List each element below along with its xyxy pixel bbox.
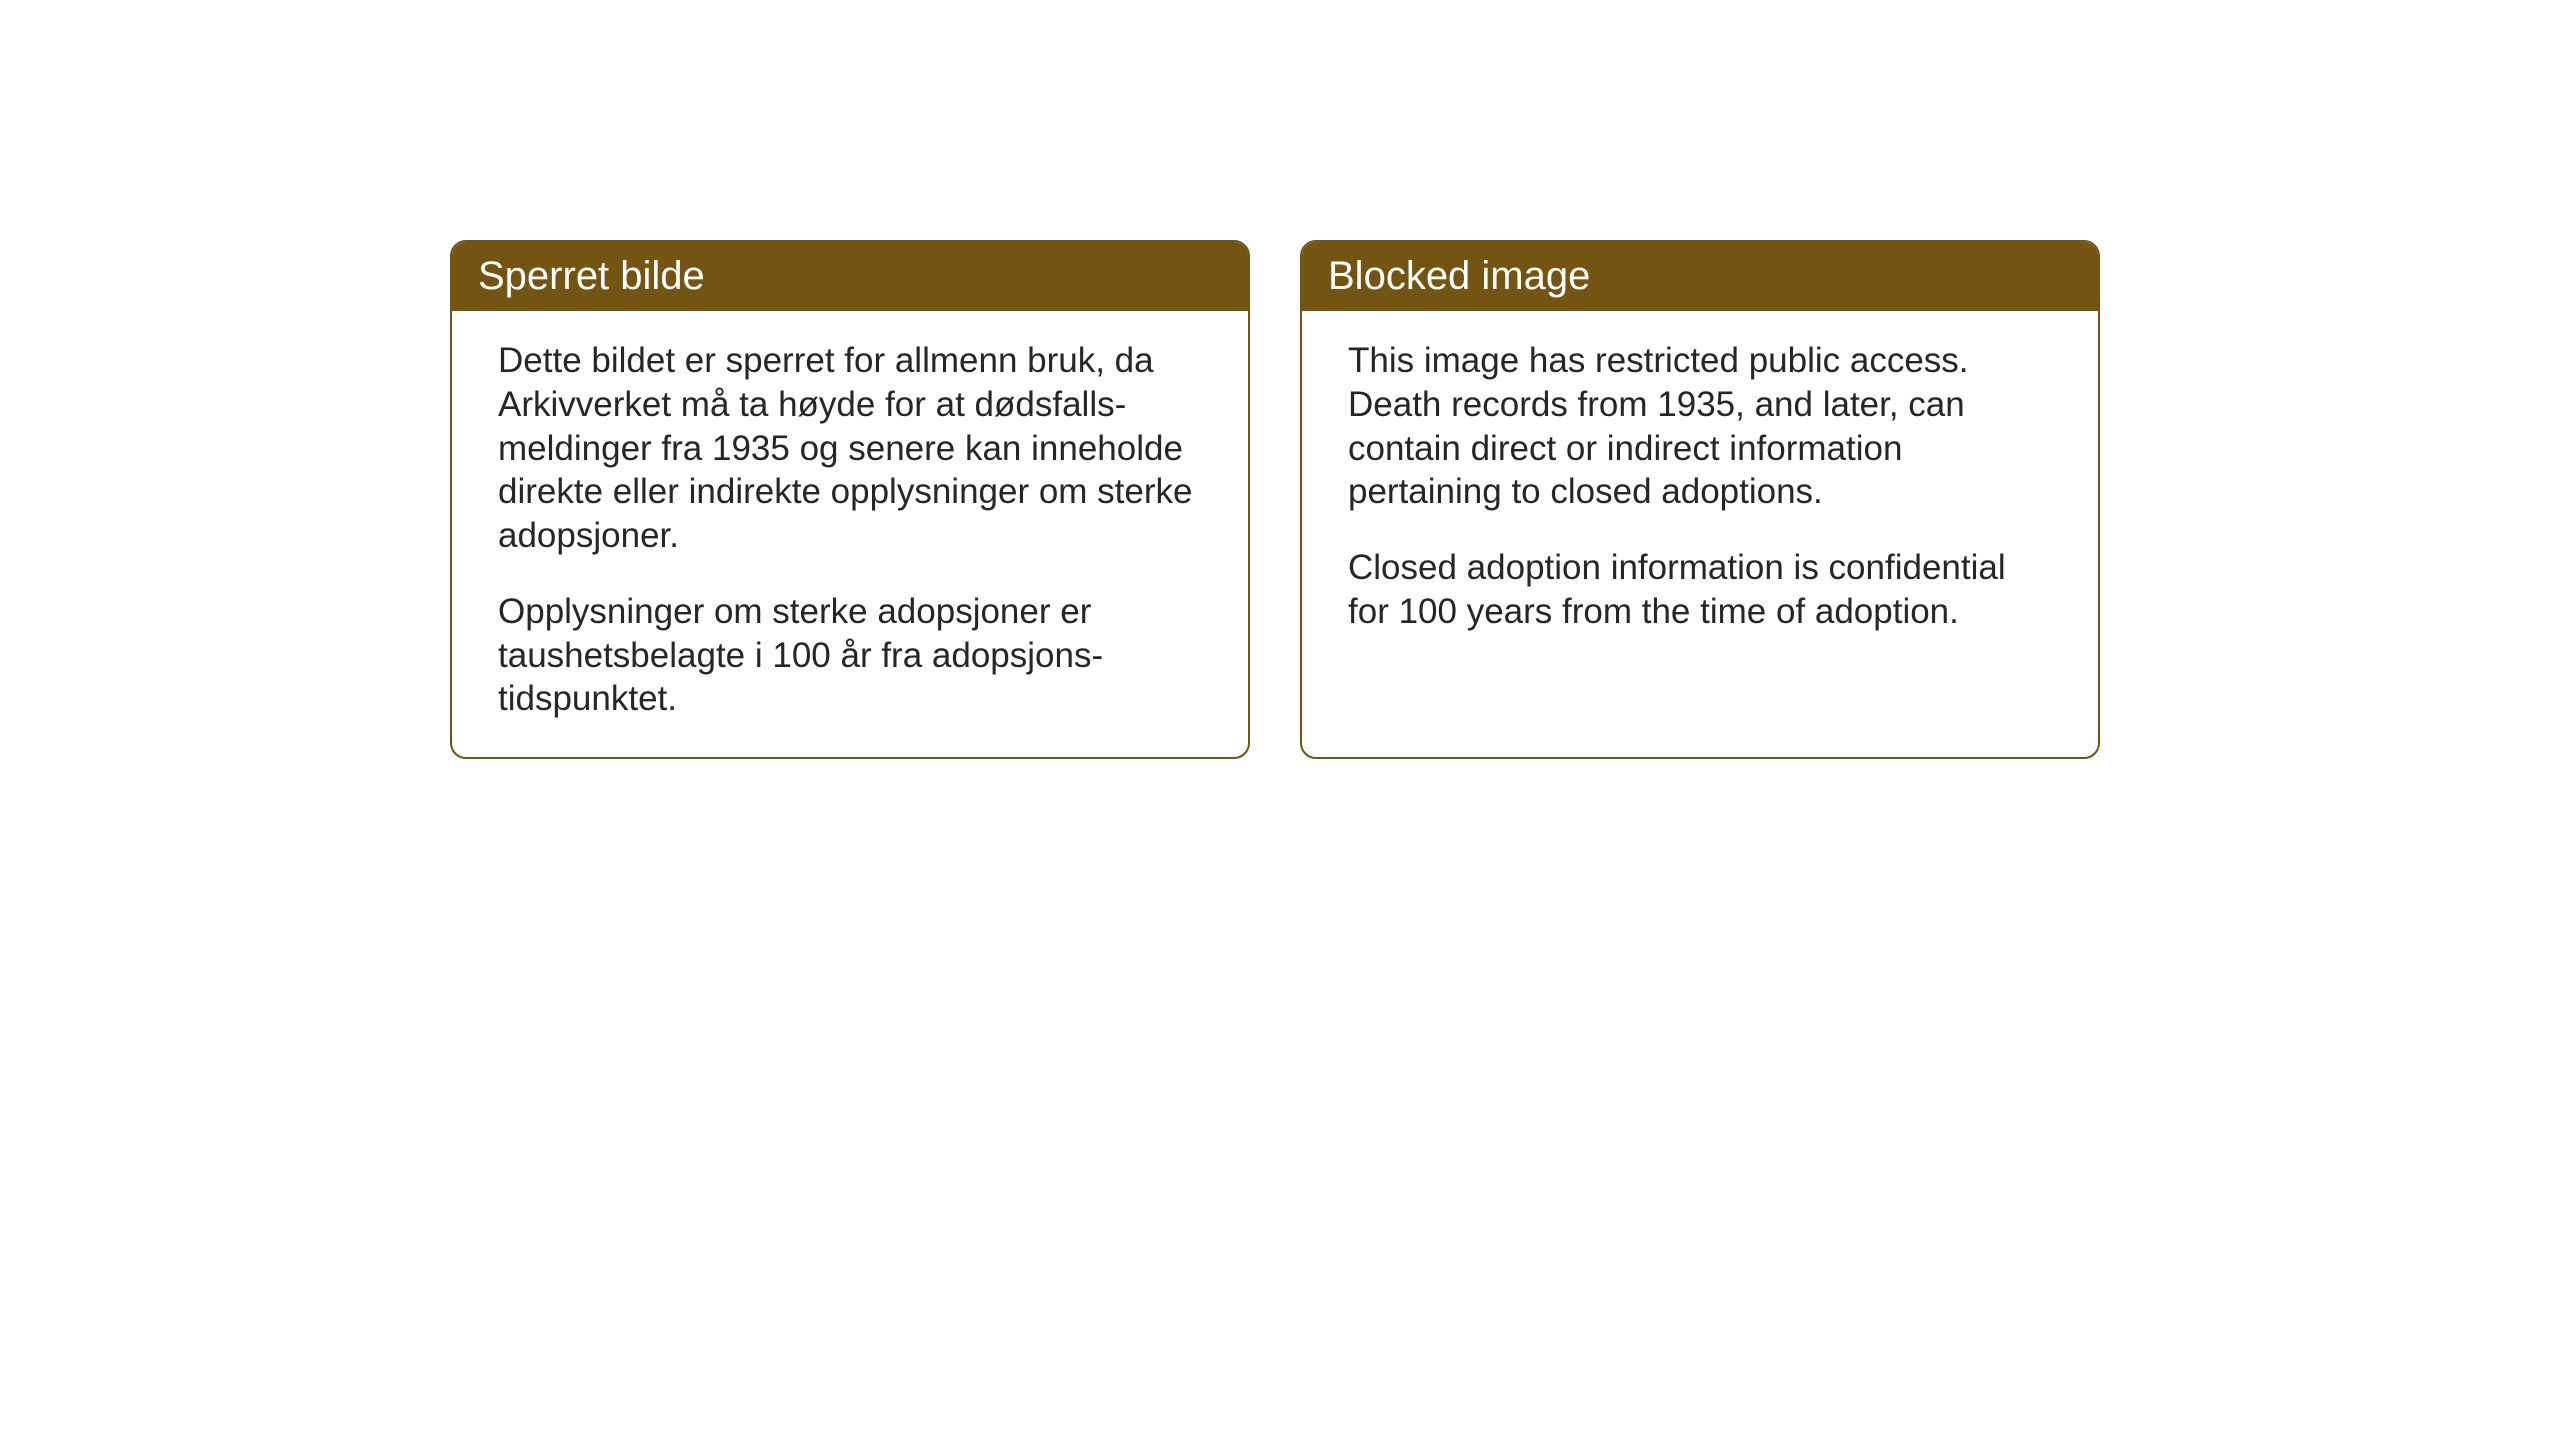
english-notice-body: This image has restricted public access.… (1302, 311, 2098, 670)
norwegian-notice-card: Sperret bilde Dette bildet er sperret fo… (450, 240, 1250, 759)
norwegian-paragraph-1: Dette bildet er sperret for allmenn bruk… (498, 339, 1202, 558)
english-notice-card: Blocked image This image has restricted … (1300, 240, 2100, 759)
norwegian-notice-title: Sperret bilde (452, 242, 1248, 311)
norwegian-paragraph-2: Opplysninger om sterke adopsjoner er tau… (498, 590, 1202, 721)
english-paragraph-1: This image has restricted public access.… (1348, 339, 2052, 514)
norwegian-notice-body: Dette bildet er sperret for allmenn bruk… (452, 311, 1248, 757)
english-paragraph-2: Closed adoption information is confident… (1348, 546, 2052, 634)
english-notice-title: Blocked image (1302, 242, 2098, 311)
notice-container: Sperret bilde Dette bildet er sperret fo… (450, 240, 2100, 759)
